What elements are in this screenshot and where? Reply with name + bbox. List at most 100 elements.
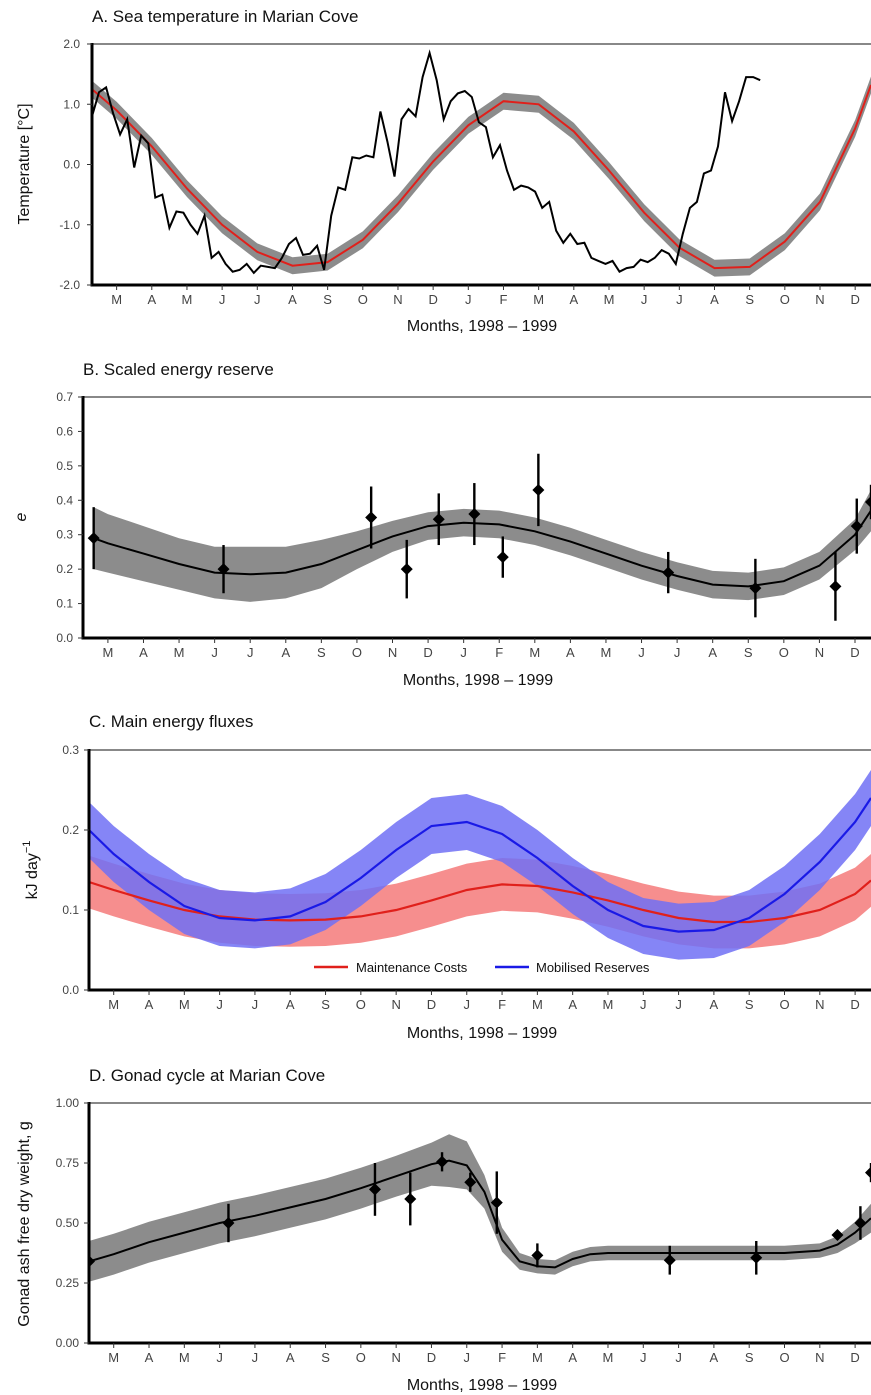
- panel-c-xtick-label: M: [108, 997, 119, 1012]
- panel-c-series-band: [89, 770, 871, 960]
- panel-d-ylabel: Gonad ash free dry weight, g: [16, 1121, 33, 1326]
- panel-d-xtick-label: S: [745, 1350, 754, 1365]
- panel-d-xtick-label: O: [779, 1350, 789, 1365]
- panel-c-xtick-label: J: [675, 997, 682, 1012]
- panel-d-data-point: [750, 1251, 763, 1264]
- panel-c-xtick-label: F: [498, 997, 506, 1012]
- panel-c-marks: [89, 770, 871, 960]
- panel-c-xtick-label: M: [179, 997, 190, 1012]
- panel-a-title: A. Sea temperature in Marian Cove: [92, 7, 358, 26]
- panel-a-xtick-label: M: [533, 292, 544, 307]
- panel-a-xtick-label: A: [288, 292, 297, 307]
- panel-b-data-point: [496, 551, 509, 564]
- panel-b-data-point: [87, 532, 100, 545]
- panel-a-xtick-label: M: [182, 292, 193, 307]
- panel-b-xtick-label: F: [495, 645, 503, 660]
- panel-a-xtick-label: S: [745, 292, 754, 307]
- panel-c-ylabel-sup: −1: [21, 841, 33, 854]
- panel-c-ylabel-main: kJ day: [24, 853, 41, 899]
- panel-b-ylabel: e: [13, 512, 30, 521]
- panel-a-ytick-label: 1.0: [63, 97, 80, 111]
- panel-a-plot: -2.0 -1.0 0.0 1.0 2.0 M A M J J A S O N D J F M A M J J A S O N D: [59, 37, 871, 307]
- panel-d-data-point: [490, 1196, 503, 1209]
- panel-b-data-point: [829, 580, 842, 593]
- panel-d-model-band: [89, 1134, 871, 1282]
- panel-d-xtick-label: A: [286, 1350, 295, 1365]
- panel-d-data-point: [831, 1229, 844, 1241]
- panel-c-ytick-label: 0.3: [62, 743, 79, 757]
- panel-b-xtick-label: J: [674, 645, 681, 660]
- panel-b-plot: 0.0 0.1 0.2 0.3 0.4 0.5 0.6 0.7 M A M J J A S O N D J F M A M J…: [56, 390, 871, 660]
- panel-a-xtick-label: J: [465, 292, 472, 307]
- panel-b-xtick-label: A: [281, 645, 290, 660]
- panel-a-xtick-label: A: [147, 292, 156, 307]
- panel-b-xlabel: Months, 1998 – 1999: [403, 672, 553, 689]
- panel-c-xtick-label: A: [286, 997, 295, 1012]
- panel-d-xtick-label: J: [252, 1350, 259, 1365]
- panel-c-xtick-label: N: [391, 997, 400, 1012]
- panel-c-xtick-label: N: [815, 997, 824, 1012]
- panel-c-ytick-label: 0.2: [62, 823, 79, 837]
- panel-d-data-point: [222, 1217, 235, 1229]
- panel-d-ytick-label: 0.50: [56, 1216, 80, 1230]
- panel-c-ytick-label: 0.0: [62, 983, 79, 997]
- panel-d-xtick-label: J: [216, 1350, 223, 1365]
- legend-label-mobilised: Mobilised Reserves: [536, 960, 650, 975]
- panel-c-xtick-label: J: [464, 997, 471, 1012]
- panel-c-ylabel: kJ day−1: [21, 841, 41, 900]
- panel-d-data-point: [531, 1249, 544, 1262]
- panel-b-data-point: [432, 513, 445, 526]
- panel-b-data-point: [217, 563, 230, 576]
- panel-d-xtick-label: J: [640, 1350, 647, 1365]
- panel-b-ytick-label: 0.7: [56, 390, 73, 404]
- panel-b-marks: [87, 453, 871, 621]
- panel-b-ytick-label: 0.0: [56, 631, 73, 645]
- panel-a-ytick-label: -1.0: [59, 218, 80, 232]
- panel-b-xtick-label: M: [174, 645, 185, 660]
- panel-c-xtick-label: J: [216, 997, 223, 1012]
- panel-a-xtick-label: S: [323, 292, 332, 307]
- panel-a-xtick-label: J: [641, 292, 648, 307]
- panel-b-xtick-label: M: [529, 645, 540, 660]
- panel-c-xtick-label: O: [356, 997, 366, 1012]
- panel-d-xtick-label: N: [815, 1350, 824, 1365]
- panel-a-xtick-label: A: [710, 292, 719, 307]
- panel-a-ytick-label: 2.0: [63, 37, 80, 51]
- panel-a-observed-line: [92, 49, 761, 275]
- panel-d-gonad-cycle: D. Gonad cycle at Marian Cove Gonad ash …: [16, 1066, 871, 1394]
- panel-c-title: C. Main energy fluxes: [89, 712, 253, 731]
- panel-a-xtick-label: D: [428, 292, 437, 307]
- panel-d-data-point: [404, 1193, 417, 1205]
- panel-c-xtick-label: J: [252, 997, 259, 1012]
- panel-c-ytick-label: 0.1: [62, 903, 79, 917]
- panel-d-xtick-label: M: [603, 1350, 614, 1365]
- panel-c-series-line: [89, 797, 871, 933]
- panel-a-xtick-label: J: [676, 292, 683, 307]
- panel-d-xtick-label: M: [179, 1350, 190, 1365]
- panel-c-xlabel: Months, 1998 – 1999: [407, 1025, 557, 1042]
- panel-c-xtick-label: M: [532, 997, 543, 1012]
- panel-b-data-point: [662, 566, 675, 579]
- panel-d-xtick-label: M: [108, 1350, 119, 1365]
- panel-b-ytick-label: 0.4: [56, 493, 73, 507]
- panel-d-title: D. Gonad cycle at Marian Cove: [89, 1066, 325, 1085]
- panel-d-data-point: [464, 1176, 477, 1189]
- panel-d-data-point: [663, 1254, 676, 1267]
- panel-a-temperature: A. Sea temperature in Marian Cove Temper…: [16, 7, 871, 335]
- panel-a-xtick-label: F: [500, 292, 508, 307]
- panel-b-data-point: [850, 520, 863, 533]
- panel-d-data-point: [854, 1217, 867, 1229]
- panel-b-ytick-label: 0.6: [56, 424, 73, 438]
- panel-d-xtick-label: F: [498, 1350, 506, 1365]
- panel-c-xtick-label: O: [779, 997, 789, 1012]
- panel-d-xtick-label: J: [464, 1350, 471, 1365]
- panel-b-data-point: [400, 563, 413, 576]
- panel-c-xtick-label: A: [145, 997, 154, 1012]
- panel-b-title: B. Scaled energy reserve: [83, 360, 274, 379]
- panel-b-xtick-label: N: [815, 645, 824, 660]
- panel-c-xtick-label: S: [745, 997, 754, 1012]
- panel-a-model-line: [92, 84, 871, 270]
- panel-a-xtick-label: O: [358, 292, 368, 307]
- panel-d-plot: 0.00 0.25 0.50 0.75 1.00 M A M J J A S O N D J F M A M J J A S O…: [56, 1096, 871, 1365]
- panel-c-xtick-label: A: [710, 997, 719, 1012]
